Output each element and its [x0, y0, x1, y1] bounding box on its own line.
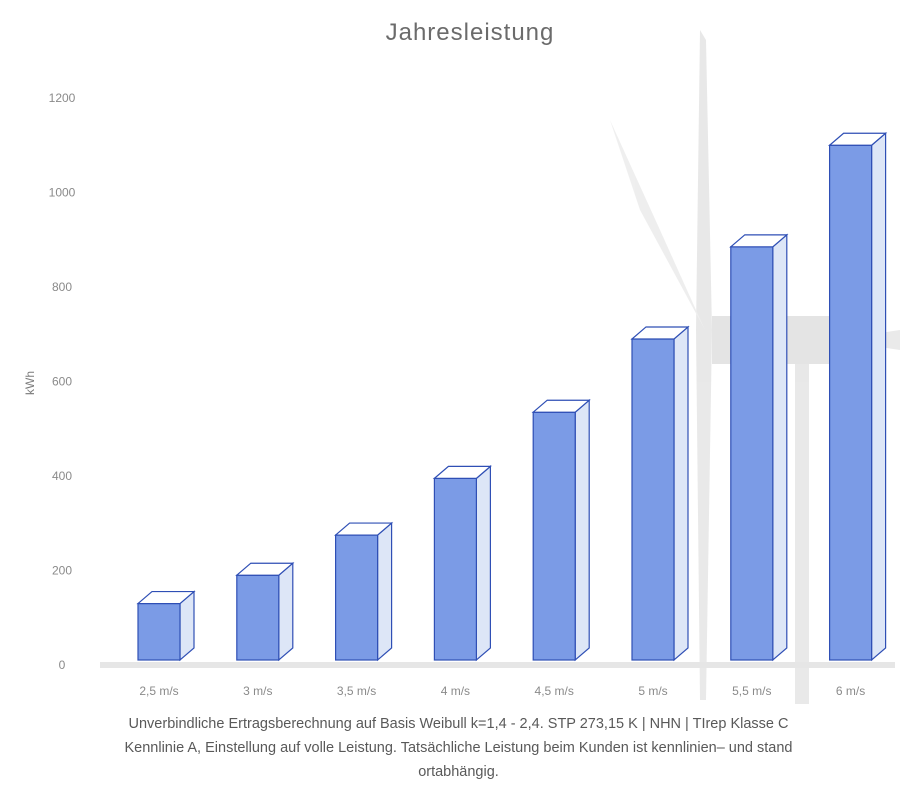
bar-front	[137, 602, 181, 661]
bar-top	[729, 234, 789, 248]
chart: Jahresleistung kWh 0 200 400 600 800 1000 1200…	[23, 19, 900, 704]
x-tick-label: 2,5 m/s	[139, 684, 178, 698]
bar	[136, 590, 196, 662]
bar-front	[631, 338, 675, 661]
x-tick-label: 6 m/s	[836, 684, 865, 698]
bar-front	[828, 144, 873, 661]
bar	[235, 561, 295, 662]
bar-front	[335, 534, 379, 661]
y-tick-label: 1000	[49, 186, 76, 200]
bar-side	[377, 521, 393, 662]
bar-front	[236, 574, 280, 661]
x-tick-label: 4,5 m/s	[535, 684, 574, 698]
bar-top	[531, 399, 591, 413]
x-tick-label: 4 m/s	[441, 684, 470, 698]
y-tick-label: 0	[59, 658, 66, 672]
bar-side	[278, 561, 294, 662]
bar	[729, 233, 789, 662]
y-tick-label: 600	[52, 375, 72, 389]
bar	[531, 398, 591, 662]
x-tick-label: 3 m/s	[243, 684, 272, 698]
x-tick-label: 3,5 m/s	[337, 684, 376, 698]
bar-top	[136, 590, 196, 605]
bar-side	[574, 398, 590, 662]
bar-top	[827, 132, 888, 146]
bar-top	[630, 326, 690, 340]
x-axis-ticks: 2,5 m/s 3 m/s 3,5 m/s 4 m/s 4,5 m/s 5 m/s 5,5 …	[139, 684, 865, 698]
bar-top	[235, 562, 295, 576]
bar-top	[333, 522, 394, 536]
bar-front	[730, 246, 774, 661]
bar	[630, 325, 690, 662]
footnote: Unverbindliche Ertragsberechnung auf Bas…	[0, 712, 917, 784]
bar-front	[532, 411, 576, 661]
y-tick-label: 1200	[49, 91, 76, 105]
bar-top	[432, 465, 493, 479]
y-tick-label: 800	[52, 280, 72, 294]
bar	[827, 131, 888, 662]
bar-side	[475, 465, 491, 662]
y-tick-label: 400	[52, 469, 72, 483]
chart-title: Jahresleistung	[386, 19, 555, 46]
y-axis-label: kWh	[23, 371, 37, 395]
bar-side	[673, 325, 689, 662]
bar	[432, 465, 493, 662]
bar-front	[433, 477, 477, 661]
bar-side	[870, 131, 887, 662]
footnote-line-2: Kennlinie A, Einstellung auf volle Leist…	[124, 740, 793, 756]
bars	[136, 131, 888, 662]
x-tick-label: 5 m/s	[638, 684, 667, 698]
footnote-line-1: Unverbindliche Ertragsberechnung auf Bas…	[128, 716, 789, 732]
footnote-line-3: ortabhängig.	[418, 764, 499, 780]
bar-side	[772, 233, 788, 662]
bar	[333, 521, 394, 662]
x-tick-label: 5,5 m/s	[732, 684, 771, 698]
y-axis-ticks: 0 200 400 600 800 1000 1200	[49, 91, 76, 672]
y-tick-label: 200	[52, 564, 72, 578]
